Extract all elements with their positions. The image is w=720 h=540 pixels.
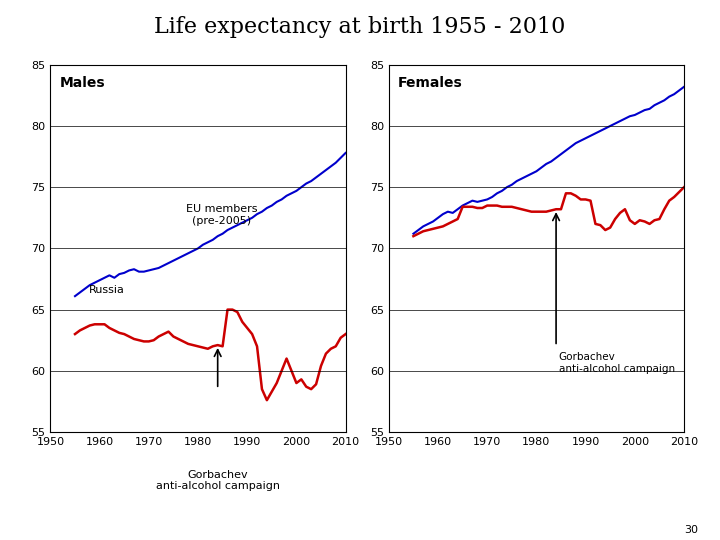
- Text: Russia: Russia: [89, 285, 125, 295]
- Text: Gorbachev
anti-alcohol campaign: Gorbachev anti-alcohol campaign: [559, 353, 675, 374]
- Text: Males: Males: [59, 76, 105, 90]
- Text: 30: 30: [685, 524, 698, 535]
- Text: Females: Females: [397, 76, 462, 90]
- Text: EU members
(pre-2005): EU members (pre-2005): [186, 204, 257, 226]
- Text: Life expectancy at birth 1955 - 2010: Life expectancy at birth 1955 - 2010: [154, 16, 566, 38]
- Text: Gorbachev
anti-alcohol campaign: Gorbachev anti-alcohol campaign: [156, 470, 279, 491]
